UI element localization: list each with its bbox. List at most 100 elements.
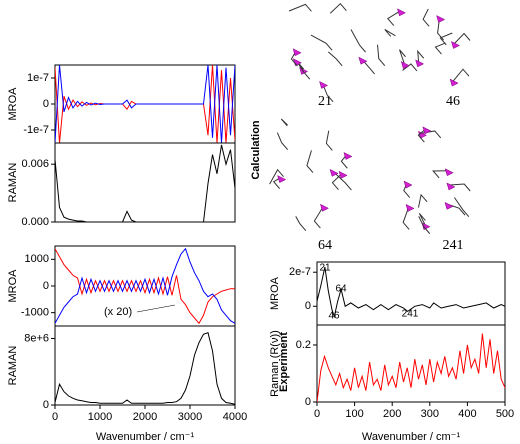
y-tick-label: 8e+6 [24, 332, 49, 344]
x-tick-label: 0 [52, 411, 58, 423]
molecule-bond [387, 10, 401, 26]
series-line [317, 333, 505, 403]
y-axis-label: MROA [7, 269, 19, 303]
displacement-arrow [446, 182, 456, 191]
molecule-bond [332, 171, 352, 191]
displacement-arrow [319, 80, 329, 89]
molecule-bond [452, 68, 470, 82]
molecule-bond [306, 150, 314, 173]
x-tick-label: 3000 [178, 411, 202, 423]
displacement-arrow [444, 168, 454, 177]
molecule-bond [434, 42, 446, 55]
x-tick-label: 4000 [223, 411, 247, 423]
mode-label: 241 [443, 238, 464, 253]
y-tick-label: -1000 [21, 307, 49, 319]
molecule-bond [418, 216, 431, 234]
y-tick-label: -1e-7 [23, 124, 49, 136]
molecule-bond [402, 206, 410, 230]
molecule-bond [327, 51, 343, 67]
y-tick-label: 0.000 [21, 216, 49, 228]
displacement-arrow [415, 59, 425, 68]
annotation-leader [136, 304, 176, 313]
x-tick-label: 200 [383, 408, 401, 420]
series-line [317, 266, 505, 319]
molecule-bond [325, 130, 333, 151]
y-tick-label: 0.2 [296, 339, 311, 351]
y-axis-label: MROA [269, 276, 281, 310]
displacement-arrow [421, 222, 431, 231]
molecule-bond [272, 177, 281, 190]
displacement-arrow [403, 180, 413, 189]
displacement-arrow [329, 168, 339, 177]
plot-frame [54, 245, 236, 327]
molecule-bond [313, 206, 324, 229]
peak-label: 46 [328, 311, 340, 322]
molecule-bond [295, 60, 311, 80]
x-tick-label: 1000 [88, 411, 112, 423]
y-tick-label: 0 [43, 399, 49, 411]
y-tick-label: 0 [305, 396, 311, 408]
annotation: (x 20) [104, 306, 132, 318]
molecule-bond [454, 197, 470, 217]
molecule-bond [269, 168, 284, 185]
series-line [55, 64, 235, 144]
x-axis-label: Wavenumber / cm⁻¹ [362, 431, 461, 443]
molecule-bond [288, 3, 312, 12]
molecule-bond [350, 29, 366, 53]
molecule-bond [417, 49, 425, 62]
y-tick-label: 0.006 [21, 158, 49, 170]
molecule-bond [402, 63, 418, 72]
series-line [55, 248, 235, 325]
molecule-bond [417, 193, 428, 208]
molecule-bond [417, 128, 427, 143]
series-line [55, 332, 235, 405]
molecule-bond [418, 213, 426, 225]
side-label: Calculation [250, 120, 262, 180]
y-tick-label: 2e-7 [289, 266, 311, 278]
molecule-drawings [269, 2, 471, 234]
displacement-arrow [343, 151, 353, 160]
mode-label: 64 [318, 238, 332, 253]
x-tick-label: 400 [458, 408, 476, 420]
displacement-arrow [405, 203, 415, 212]
displacement-arrow [422, 126, 432, 135]
series-line [55, 144, 235, 223]
x-tick-label: 2000 [133, 411, 157, 423]
x-tick-label: 100 [345, 408, 363, 420]
plot-frame [316, 324, 506, 403]
y-axis-label: Raman (R(ν)) [269, 330, 281, 397]
molecule-bond [329, 2, 347, 14]
y-axis-label: RAMAN [7, 346, 19, 386]
molecule-bond [399, 49, 406, 64]
molecule-bond [280, 118, 288, 127]
peak-label: 241 [402, 309, 419, 320]
displacement-arrow [400, 61, 410, 69]
x-axis-label: Wavenumber / cm⁻¹ [96, 431, 195, 443]
y-axis-label: RAMAN [7, 163, 19, 203]
displacement-arrow [449, 78, 459, 87]
displacement-arrow [292, 48, 302, 57]
x-tick-label: 300 [421, 408, 439, 420]
molecule-bond [377, 44, 386, 66]
mode-label: 46 [446, 94, 460, 109]
x-tick-label: 500 [496, 408, 514, 420]
y-tick-label: 1e-7 [27, 72, 49, 84]
displacement-arrow [451, 41, 460, 49]
molecule-bond [276, 132, 289, 151]
displacement-arrow [358, 56, 368, 65]
displacement-arrow [444, 201, 454, 210]
molecule-bond [449, 183, 471, 192]
peak-label: 21 [319, 263, 331, 274]
peak-label: 64 [335, 284, 347, 295]
molecule-bond [310, 34, 333, 51]
displacement-arrow [320, 203, 329, 212]
molecule-bond [384, 29, 396, 37]
molecule-bond [295, 216, 307, 231]
displacement-arrow [277, 175, 287, 183]
y-axis-label: MROA [7, 87, 19, 121]
molecule-bond [439, 32, 453, 46]
displacement-arrow [436, 15, 446, 23]
y-tick-label: 0 [43, 98, 49, 110]
